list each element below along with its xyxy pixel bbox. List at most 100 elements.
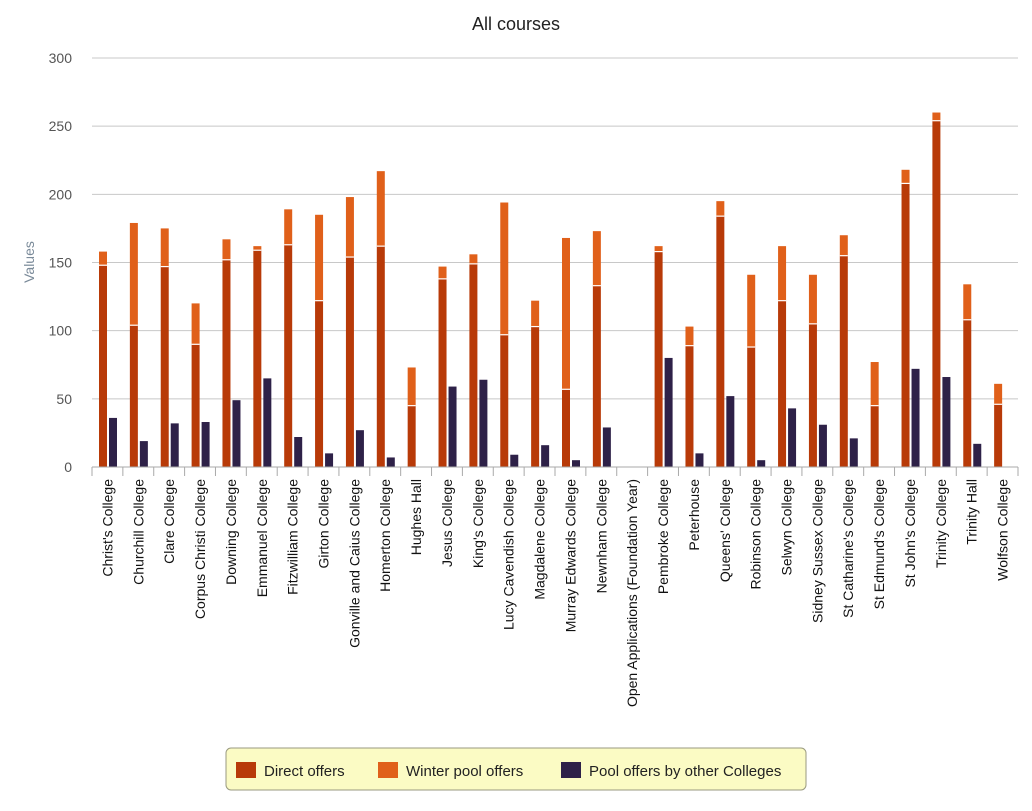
x-axis bbox=[91, 466, 1019, 476]
bar-winter-pool-offers bbox=[407, 367, 416, 406]
bar-pool-offers-other-colleges bbox=[849, 438, 858, 467]
bar-pool-offers-other-colleges bbox=[201, 422, 210, 467]
bar-direct-offers bbox=[500, 334, 509, 467]
x-tick-label: Peterhouse bbox=[686, 479, 702, 551]
bar-winter-pool-offers bbox=[160, 228, 169, 267]
bar-direct-offers bbox=[253, 250, 262, 467]
bar-direct-offers bbox=[592, 285, 601, 467]
bar-winter-pool-offers bbox=[562, 237, 570, 390]
bar-winter-pool-offers bbox=[284, 209, 293, 245]
bar-winter-pool-offers bbox=[839, 235, 848, 256]
x-tick-label: St John's College bbox=[902, 479, 918, 588]
x-tick-label: Open Applications (Foundation Year) bbox=[624, 479, 640, 707]
bar-winter-pool-offers bbox=[932, 112, 941, 121]
bar-pool-offers-other-colleges bbox=[263, 378, 272, 467]
bar-winter-pool-offers bbox=[500, 202, 509, 335]
x-tick-label: Churchill College bbox=[130, 479, 146, 585]
legend-swatch-pool-offers-other-colleges bbox=[561, 762, 581, 778]
legend-label-pool-offers-other-colleges: Pool offers by other Colleges bbox=[589, 763, 781, 780]
bar-direct-offers bbox=[160, 266, 169, 467]
x-tick-label: Hughes Hall bbox=[408, 479, 424, 555]
bar-pool-offers-other-colleges bbox=[788, 408, 797, 467]
y-tick-label: 250 bbox=[49, 118, 73, 134]
bar-winter-pool-offers bbox=[315, 214, 324, 301]
bar-pool-offers-other-colleges bbox=[109, 417, 117, 467]
legend-label-direct-offers: Direct offers bbox=[264, 763, 345, 780]
bar-direct-offers bbox=[963, 319, 972, 467]
bar-winter-pool-offers bbox=[870, 362, 879, 406]
bar-winter-pool-offers bbox=[376, 171, 385, 247]
bar-winter-pool-offers bbox=[129, 222, 138, 326]
legend-box bbox=[225, 747, 807, 791]
bar-direct-offers bbox=[808, 323, 817, 467]
bar-pool-offers-other-colleges bbox=[572, 460, 580, 467]
bar-direct-offers bbox=[716, 216, 725, 467]
bar-direct-offers bbox=[685, 345, 694, 467]
legend-swatch-winter-pool-offers bbox=[378, 762, 398, 778]
x-tick-label: Jesus College bbox=[439, 479, 455, 567]
bar-winter-pool-offers bbox=[592, 231, 601, 286]
bar-direct-offers bbox=[191, 344, 200, 467]
bar-winter-pool-offers bbox=[963, 284, 972, 320]
bar-pool-offers-other-colleges bbox=[757, 460, 766, 467]
bar-direct-offers bbox=[129, 325, 138, 467]
x-tick-label: Gonville and Caius College bbox=[346, 479, 362, 648]
bar-direct-offers bbox=[99, 265, 107, 467]
x-tick-label: Murray Edwards College bbox=[562, 479, 578, 632]
bar-direct-offers bbox=[778, 300, 787, 467]
x-tick-label: Fitzwilliam College bbox=[285, 479, 301, 595]
bar-direct-offers bbox=[315, 300, 324, 467]
bars bbox=[99, 112, 1003, 468]
bar-winter-pool-offers bbox=[99, 251, 107, 266]
bar-direct-offers bbox=[654, 251, 663, 467]
bar-direct-offers bbox=[747, 347, 756, 467]
bar-pool-offers-other-colleges bbox=[973, 443, 982, 467]
bar-winter-pool-offers bbox=[345, 197, 354, 258]
x-tick-label: St Edmund's College bbox=[871, 479, 887, 610]
bar-direct-offers bbox=[901, 183, 910, 467]
bar-direct-offers bbox=[407, 405, 416, 467]
bar-direct-offers bbox=[284, 244, 293, 467]
x-tick-label: Trinity College bbox=[933, 479, 949, 568]
y-tick-label: 50 bbox=[56, 391, 72, 407]
x-tick-label: Clare College bbox=[161, 479, 177, 564]
bar-direct-offers bbox=[562, 389, 570, 467]
bar-pool-offers-other-colleges bbox=[695, 453, 704, 467]
bar-winter-pool-offers bbox=[438, 266, 447, 279]
legend: Direct offers Winter pool offers Pool of… bbox=[225, 747, 807, 791]
bar-winter-pool-offers bbox=[685, 326, 694, 346]
x-tick-label: Pembroke College bbox=[655, 479, 671, 594]
bar-pool-offers-other-colleges bbox=[541, 445, 550, 467]
bar-direct-offers bbox=[345, 257, 354, 467]
bar-pool-offers-other-colleges bbox=[726, 396, 735, 467]
bar-winter-pool-offers bbox=[654, 246, 663, 252]
bar-pool-offers-other-colleges bbox=[386, 457, 395, 467]
x-tick-label: Emmanuel College bbox=[254, 479, 270, 597]
bar-direct-offers bbox=[469, 263, 478, 467]
x-tick-label: Robinson College bbox=[748, 479, 764, 590]
bar-direct-offers bbox=[870, 405, 879, 467]
bar-winter-pool-offers bbox=[531, 300, 540, 327]
bar-pool-offers-other-colleges bbox=[355, 430, 364, 467]
legend-swatch-direct-offers bbox=[236, 762, 256, 778]
x-tick-label: Wolfson College bbox=[995, 479, 1011, 581]
bar-winter-pool-offers bbox=[253, 246, 262, 251]
bar-pool-offers-other-colleges bbox=[139, 441, 148, 467]
x-tick-label: Queens' College bbox=[717, 479, 733, 582]
legend-label-winter-pool-offers: Winter pool offers bbox=[406, 763, 523, 780]
bar-winter-pool-offers bbox=[222, 239, 231, 260]
bar-pool-offers-other-colleges bbox=[170, 423, 179, 467]
bar-pool-offers-other-colleges bbox=[325, 453, 334, 467]
x-tick-label: Sidney Sussex College bbox=[809, 479, 825, 623]
x-tick-label: Homerton College bbox=[377, 479, 393, 592]
bar-direct-offers bbox=[222, 259, 231, 467]
bar-pool-offers-other-colleges bbox=[942, 377, 951, 467]
bar-direct-offers bbox=[932, 120, 941, 468]
bar-pool-offers-other-colleges bbox=[602, 427, 611, 467]
bar-winter-pool-offers bbox=[778, 246, 787, 301]
x-tick-label: King's College bbox=[470, 479, 486, 568]
y-tick-label: 100 bbox=[49, 323, 73, 339]
x-tick-label: Trinity Hall bbox=[964, 479, 980, 545]
x-tick-label: Downing College bbox=[223, 479, 239, 585]
